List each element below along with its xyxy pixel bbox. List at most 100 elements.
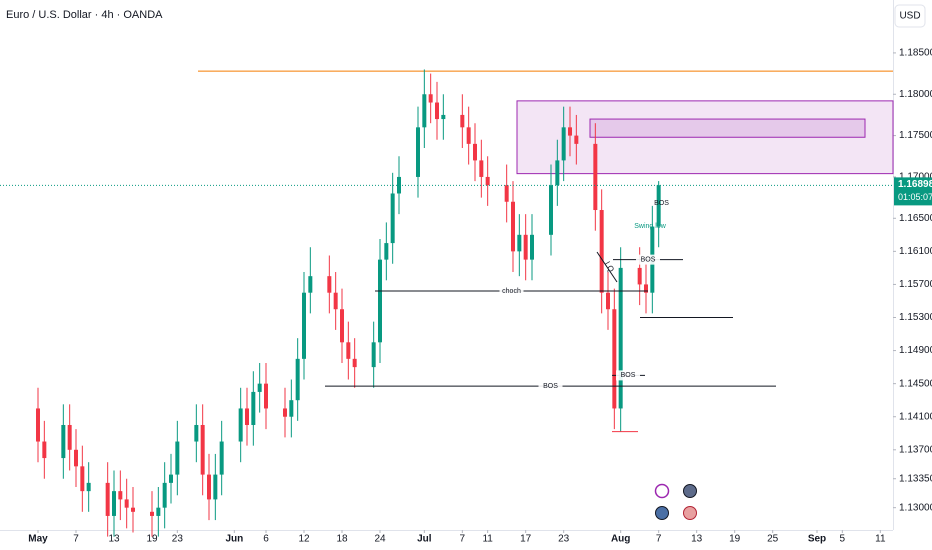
candle-body — [194, 424, 199, 442]
candle-body — [257, 383, 262, 392]
x-tick-label: Aug — [611, 534, 630, 545]
candle-body — [200, 424, 205, 475]
icons — [654, 483, 697, 520]
y-tick-label: 1.15700 — [899, 279, 932, 290]
level-label: BOS — [641, 256, 656, 263]
candle-body — [644, 284, 648, 293]
x-tick-label: 5 — [840, 534, 846, 545]
y-tick-label: 1.14500 — [899, 378, 932, 389]
candle-body — [593, 143, 598, 211]
icon[interactable] — [683, 484, 697, 498]
candle-body — [61, 424, 66, 459]
current-price-box — [894, 177, 932, 206]
inner-zone — [589, 118, 866, 138]
current-price-label: 1.16898 — [898, 179, 932, 190]
candle-body — [245, 408, 249, 425]
candle-body — [606, 292, 610, 310]
candle-body — [352, 358, 357, 368]
x-tick-label: 6 — [263, 534, 269, 545]
candle-body — [36, 408, 40, 442]
candle-body — [473, 143, 477, 161]
x-tick-label: 25 — [767, 534, 779, 545]
x-tick-label: 7 — [460, 534, 466, 545]
candle-body — [517, 234, 522, 252]
level-label-bg — [538, 381, 563, 392]
candle-body — [156, 507, 161, 516]
y-tick-label: 1.16500 — [899, 213, 932, 224]
candle-body — [175, 441, 180, 475]
candle-body — [428, 94, 433, 103]
x-tick-label: Jul — [417, 534, 432, 545]
candle-body — [599, 210, 604, 293]
x-tick-label: 17 — [520, 534, 532, 545]
level-label: choch — [502, 288, 521, 295]
y-tick-label: 1.14100 — [899, 411, 932, 422]
x-tick-label: 11 — [482, 534, 493, 545]
candle-body — [416, 127, 420, 177]
candle-body — [264, 383, 268, 409]
candle-body — [150, 511, 154, 516]
x-tick-label: 13 — [108, 534, 120, 545]
candle-body — [568, 127, 572, 136]
candle-body — [86, 482, 91, 492]
x-tick-label: 11 — [875, 534, 886, 545]
candle-body — [80, 466, 85, 492]
candle-body — [333, 292, 338, 310]
level-label-bg — [499, 286, 524, 297]
x-tick-label: May — [28, 534, 48, 545]
x-tick-label: 18 — [336, 534, 348, 545]
candle-body — [124, 499, 129, 508]
x-tick-label: 19 — [729, 534, 741, 545]
candle-body — [219, 441, 224, 475]
candle-body — [327, 276, 332, 293]
candle-body — [169, 474, 173, 483]
y-tick-label: 1.17000 — [899, 172, 932, 183]
candle-body — [213, 474, 218, 500]
currency-label: USD — [899, 11, 920, 22]
candle-body — [283, 408, 287, 417]
y-tick-label: 1.18500 — [899, 48, 932, 59]
x-tick-label: Sep — [808, 534, 826, 545]
y-tick-label: 1.18000 — [899, 89, 932, 100]
candle-body — [555, 160, 560, 186]
x-tick-label: 19 — [146, 534, 158, 545]
x-tick-label: 7 — [656, 534, 662, 545]
candle-body — [302, 292, 306, 359]
x-tick-label: 23 — [558, 534, 570, 545]
x-tick-label: 23 — [172, 534, 184, 545]
x-tick-label: 12 — [298, 534, 310, 545]
candle-body — [251, 391, 256, 425]
currency-button[interactable] — [894, 4, 926, 28]
candle-body — [346, 342, 351, 359]
level-label: BOS — [543, 383, 558, 390]
icon[interactable] — [683, 506, 697, 520]
candle-body — [207, 474, 211, 500]
x-tick-label: Jun — [225, 534, 243, 545]
candle-body — [289, 400, 294, 417]
chart-title: Euro / U.S. Dollar · 4h · OANDA — [6, 9, 163, 21]
level-label: BOS — [621, 372, 636, 379]
x-tick-label: 7 — [73, 534, 79, 545]
y-tick-label: 1.16100 — [899, 246, 932, 257]
candle-body — [384, 243, 389, 260]
candle-body — [435, 102, 439, 120]
level-label-bg — [616, 370, 640, 381]
y-tick-label: 1.17500 — [899, 130, 932, 141]
swing-low-label: Swing low — [634, 223, 666, 230]
icon[interactable] — [655, 506, 669, 520]
candle-body — [618, 267, 623, 409]
y-tick-label: 1.13000 — [899, 502, 932, 513]
countdown-label: 01:05:07 — [898, 192, 932, 202]
candle-body — [511, 201, 515, 252]
level-label: BOS — [654, 200, 669, 207]
candle-body — [460, 114, 465, 128]
icon[interactable] — [654, 483, 670, 499]
candle-body — [612, 309, 617, 409]
candle-body — [105, 482, 110, 516]
candle-body — [118, 491, 123, 500]
y-tick-label: 1.15300 — [899, 312, 932, 323]
candle-body — [112, 491, 116, 516]
